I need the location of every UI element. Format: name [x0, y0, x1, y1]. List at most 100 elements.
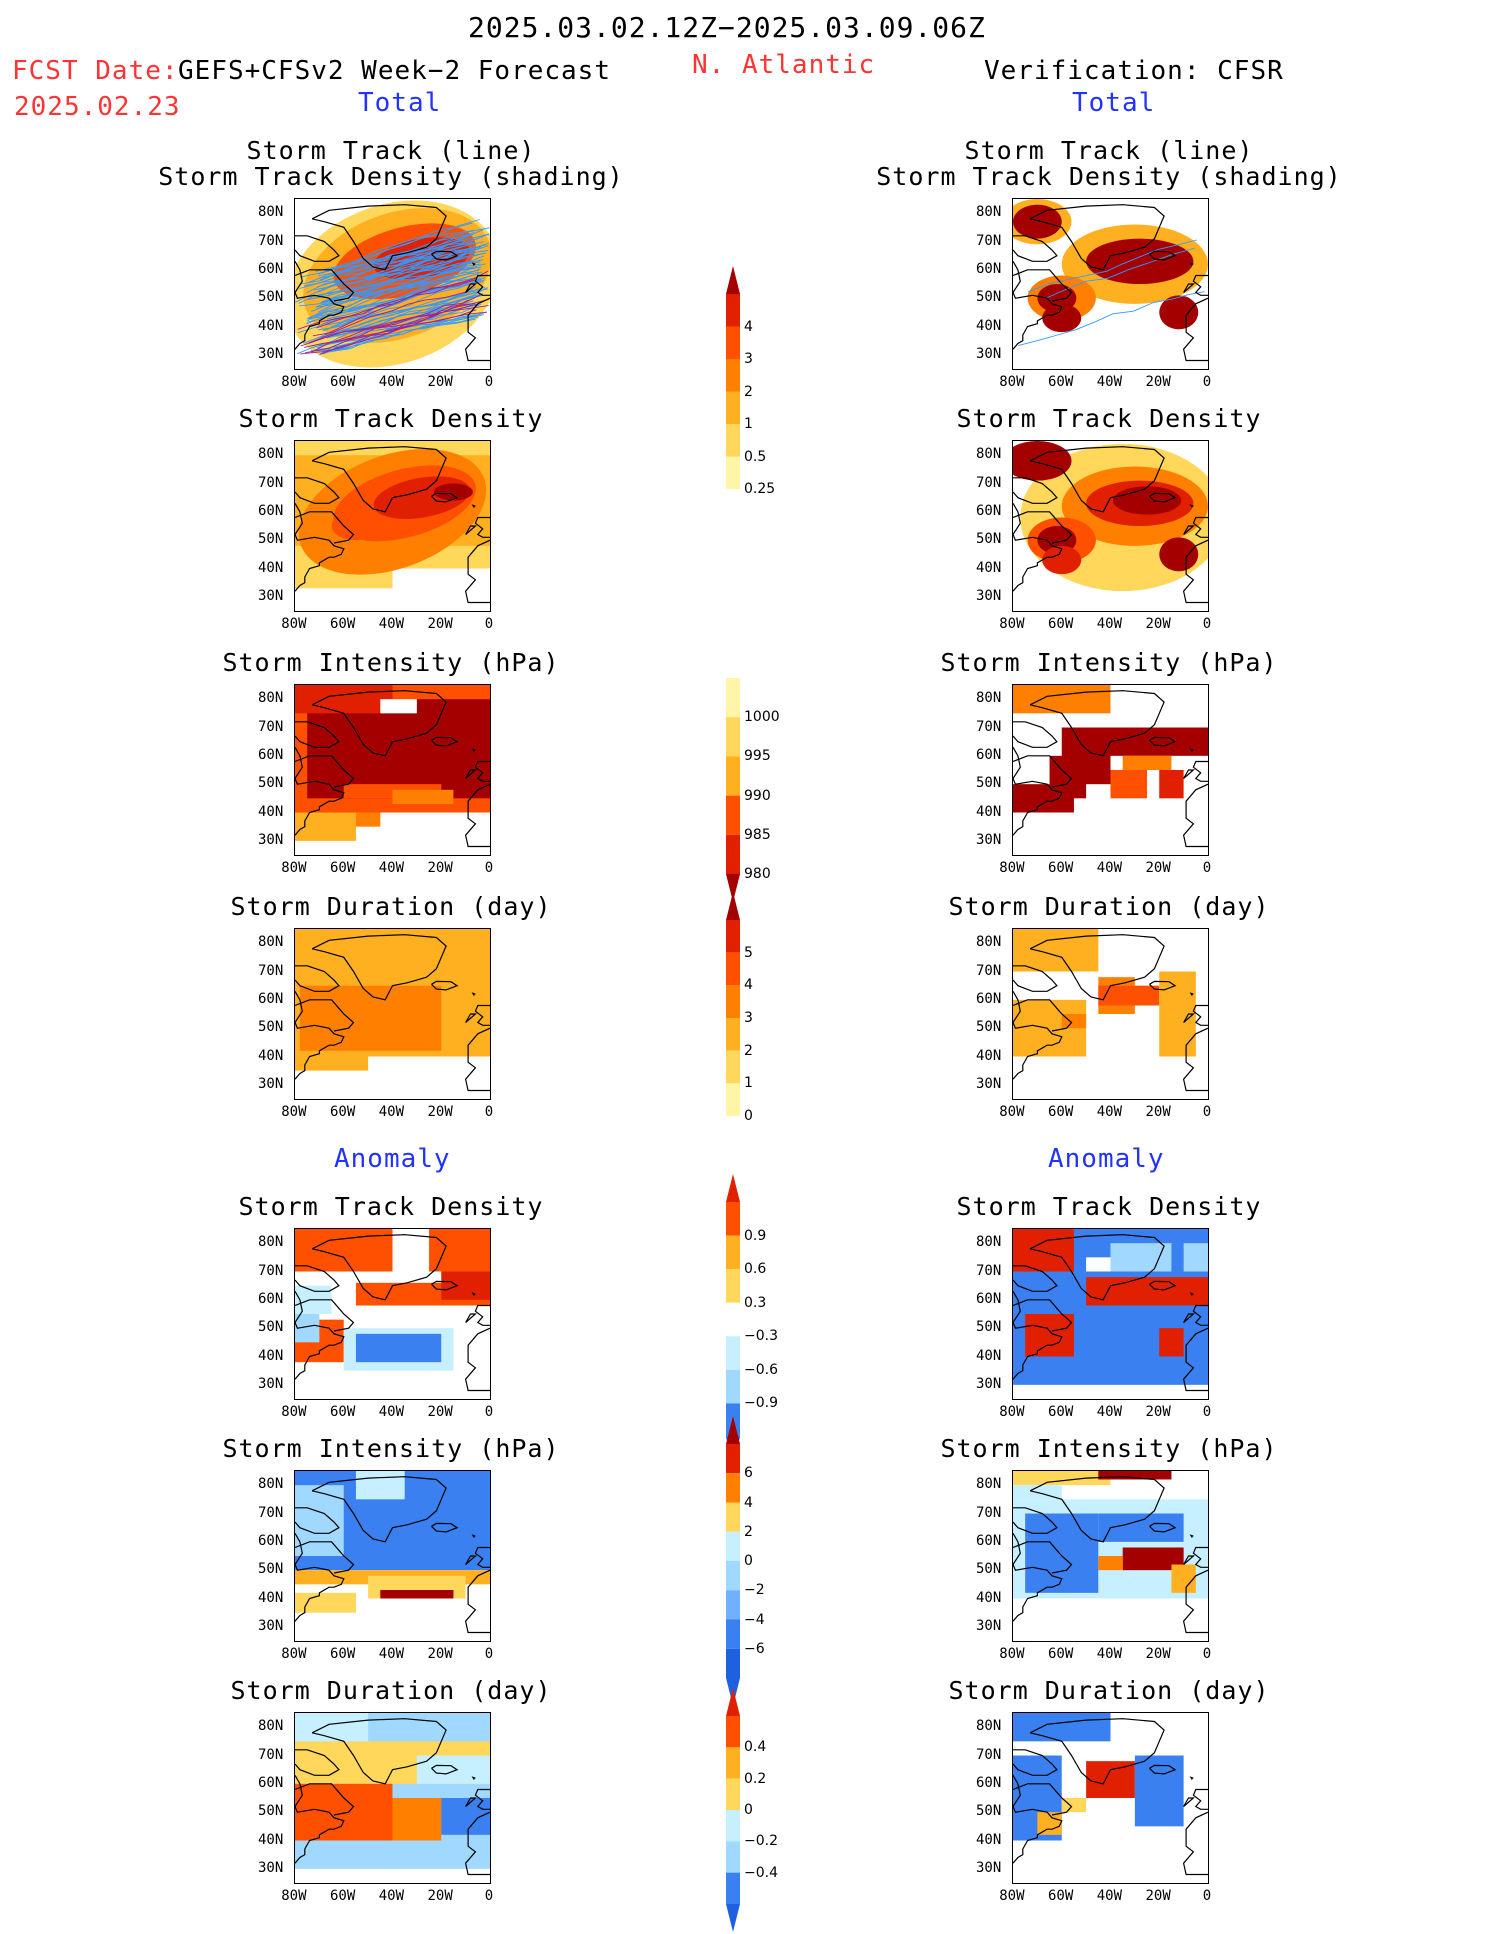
coastline — [1013, 511, 1073, 544]
colorbar-label: 3 — [744, 351, 753, 367]
colorbar-segment — [726, 294, 740, 327]
coastline — [465, 1797, 478, 1807]
cfsr-duration-title: Storm Duration (day) — [948, 892, 1270, 921]
lon-tick-label: 0 — [1202, 1104, 1212, 1120]
lon-tick-label: 60W — [330, 1646, 356, 1662]
data-cell — [1013, 784, 1074, 813]
storm-track-line — [300, 303, 477, 347]
lat-tick-label: 30N — [976, 1859, 1002, 1876]
right-total-label: Total — [1072, 88, 1156, 118]
data-cell — [307, 699, 490, 799]
lat-tick-label: 60N — [258, 1774, 284, 1791]
lat-tick-label: 70N — [258, 1746, 284, 1763]
coastline — [311, 934, 447, 1001]
lon-tick-label: 60W — [330, 1404, 356, 1420]
lon-tick-label: 0 — [1202, 616, 1212, 632]
fcst-density-anom-map — [294, 1228, 491, 1400]
coastline — [1192, 1546, 1208, 1568]
lat-tick-label: 60N — [258, 1290, 284, 1307]
colorbar-label: −0.3 — [744, 1328, 778, 1345]
colorbar-label: −0.6 — [744, 1361, 778, 1378]
colorbar-segment — [726, 1369, 740, 1404]
colorbar-label: 1 — [744, 416, 753, 432]
coastline — [471, 262, 476, 266]
coastline — [465, 283, 478, 293]
storm-track-line — [318, 266, 473, 313]
storm-track-line — [307, 269, 479, 322]
data-cell — [1013, 1713, 1111, 1742]
lon-tick-label: 0 — [1202, 1646, 1212, 1662]
lat-tick-label: 40N — [976, 803, 1002, 820]
fcst-intensity-title: Storm Intensity (hPa) — [222, 648, 560, 677]
fcst-date-value: 2025.02.23 — [14, 92, 181, 122]
fcst-duration-anom-title: Storm Duration (day) — [230, 1676, 552, 1705]
lon-tick-label: 40W — [1096, 374, 1123, 390]
storm-track-line — [313, 253, 484, 298]
colorbar-label: 4 — [744, 977, 753, 994]
colorbar-segment — [726, 678, 740, 718]
lon-tick-label: 40W — [1096, 860, 1123, 876]
storm-track-line — [326, 271, 483, 320]
density-contour — [1013, 204, 1062, 239]
lat-tick-label: 80N — [976, 934, 1002, 951]
lat-tick-label: 30N — [258, 1075, 284, 1092]
lat-tick-label: 70N — [976, 1262, 1002, 1279]
coastline — [1183, 1555, 1196, 1565]
lon-tick-label: 20W — [427, 1404, 453, 1420]
coastline — [464, 783, 490, 848]
storm-track-line — [317, 242, 475, 293]
colorbar-segment — [726, 985, 740, 1018]
cfsr-track-line-title: Storm Track (line) — [964, 136, 1254, 165]
coastline — [474, 1304, 490, 1326]
coastline — [1029, 1476, 1165, 1543]
coastline — [1029, 204, 1165, 271]
colorbar-segment — [726, 1778, 740, 1810]
coastline — [1013, 721, 1058, 748]
lat-tick-label: 60N — [258, 502, 284, 519]
data-cell — [1098, 1556, 1123, 1571]
lon-tick-label: 40W — [378, 1888, 405, 1904]
lon-tick-label: 80W — [999, 1888, 1025, 1904]
storm-track-line — [310, 318, 476, 352]
coastline — [1192, 274, 1208, 296]
data-cell — [295, 1485, 344, 1556]
colorbar-label: 985 — [744, 826, 771, 843]
data-cell — [392, 789, 454, 804]
data-cell — [1110, 1243, 1172, 1272]
storm-track-line — [310, 287, 488, 349]
lon-tick-label: 60W — [1048, 374, 1074, 390]
lat-tick-label: 70N — [976, 1504, 1002, 1521]
storm-track-line — [327, 244, 487, 295]
lon-tick-label: 80W — [281, 1646, 307, 1662]
coastline — [1149, 250, 1177, 261]
coastline — [1182, 539, 1208, 604]
colorbar-segment — [726, 795, 740, 835]
coastline — [295, 1507, 340, 1534]
coastline — [311, 690, 447, 757]
coastline — [1013, 269, 1073, 302]
colorbar-label: 2 — [744, 1042, 753, 1059]
coastline — [465, 1313, 478, 1323]
colorbar-label: 4 — [744, 318, 753, 335]
lat-tick-label: 40N — [258, 559, 284, 576]
lat-tick-label: 50N — [258, 1019, 284, 1036]
coastline — [1183, 283, 1196, 293]
coastline — [474, 1546, 490, 1568]
colorbar-segment — [726, 1083, 740, 1116]
cfsr-duration-anom-title: Storm Duration (day) — [948, 1676, 1270, 1705]
colorbar-segment — [726, 1202, 740, 1236]
coastline — [431, 250, 459, 261]
colorbar-label: 2 — [744, 383, 753, 400]
colorbar-segment — [726, 1336, 740, 1370]
coastline — [464, 297, 490, 362]
lat-tick-label: 40N — [258, 1589, 284, 1606]
density-contour — [331, 511, 381, 541]
cfsr-intensity-title: Storm Intensity (hPa) — [940, 648, 1278, 677]
coastline — [1189, 1776, 1194, 1780]
colorbar-segment — [726, 1050, 740, 1084]
lat-tick-label: 70N — [976, 232, 1002, 249]
lat-tick-label: 60N — [976, 1774, 1002, 1791]
fcst-density-anom-title: Storm Track Density — [238, 1192, 544, 1221]
coastline — [1183, 1797, 1196, 1807]
coastline — [1013, 477, 1058, 504]
